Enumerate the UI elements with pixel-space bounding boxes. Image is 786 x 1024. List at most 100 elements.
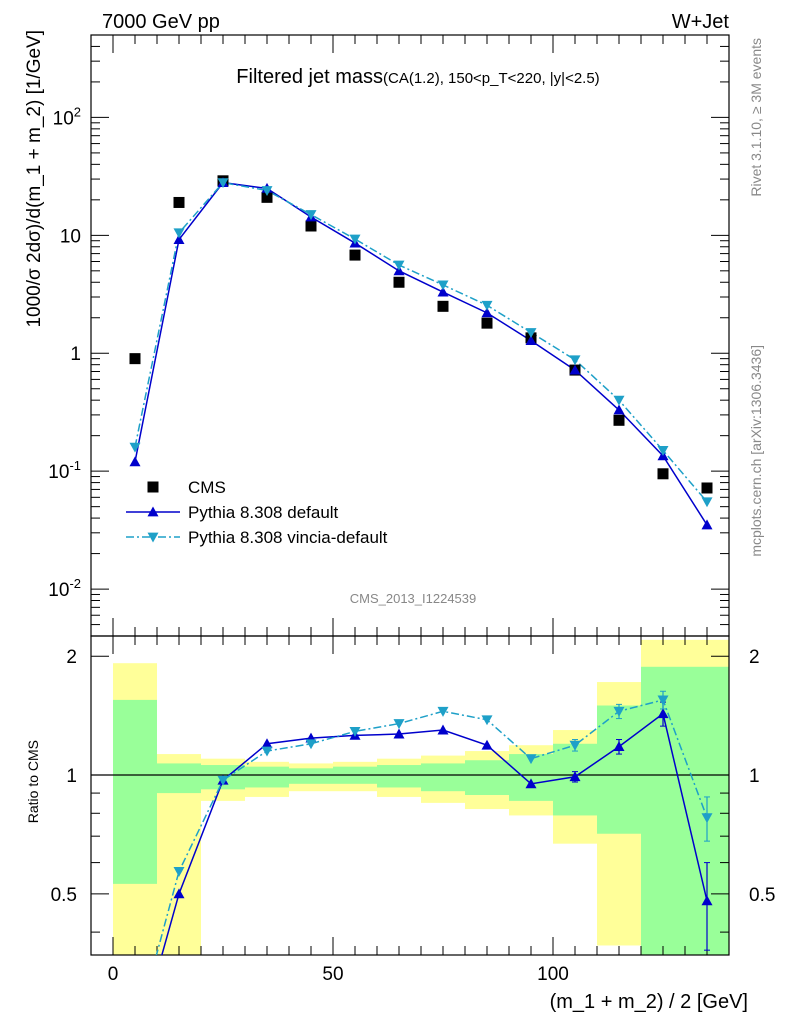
- ratio-point-vincia: [261, 746, 273, 757]
- main-y-ticks: [91, 34, 729, 637]
- data-point-cms: [305, 220, 317, 232]
- ratio-point-vincia: [349, 726, 361, 737]
- ratio-point-default: [437, 724, 449, 735]
- ratio-y-ticks: 0.5 0.5 1 1 2 2: [51, 647, 775, 933]
- data-point-default: [129, 456, 141, 467]
- ratio-point-vincia: [305, 739, 317, 750]
- band-green: [289, 768, 333, 784]
- x-tick-label: 50: [322, 964, 343, 985]
- band-green: [465, 760, 509, 796]
- chart-title-sub: (CA(1.2), 150<p_T<220, |y|<2.5): [383, 70, 600, 87]
- data-point-cms: [657, 468, 669, 480]
- x-tick-label: 0: [108, 964, 119, 985]
- band-green: [245, 766, 289, 788]
- y-tick-label: 10-2: [48, 576, 81, 601]
- ratio-y-tick-label-right: 2: [749, 647, 760, 668]
- ratio-point-default: [481, 739, 493, 750]
- data-point-vincia: [657, 445, 669, 456]
- y-tick-label: 102: [53, 104, 81, 129]
- data-point-cms: [173, 196, 185, 208]
- main-series: [129, 175, 713, 530]
- ratio-y-tick-label-right: 0.5: [749, 885, 775, 906]
- data-point-vincia: [481, 300, 493, 311]
- data-point-vincia: [569, 355, 581, 366]
- y-tick-label-base: 10: [53, 108, 74, 129]
- data-point-vincia: [437, 280, 449, 291]
- y-tick-label: 1: [70, 344, 81, 365]
- y-tick-label: 10-1: [48, 458, 81, 483]
- side-label-top: Rivet 3.1.10, ≥ 3M events: [748, 38, 764, 197]
- data-point-vincia: [173, 228, 185, 239]
- y-tick-label: 10: [60, 226, 81, 247]
- band-green: [377, 765, 421, 788]
- main-y-axis-label: 1000/σ 2dσ)/d(m_1 + m_2) [1/GeV]: [24, 30, 45, 328]
- ratio-point-vincia: [525, 754, 537, 765]
- ratio-y-axis-label: Ratio to CMS: [25, 740, 41, 823]
- ratio-point-vincia: [173, 866, 185, 877]
- ratio-point-vincia: [657, 695, 669, 706]
- band-green: [597, 705, 641, 834]
- ratio-point-default: [261, 738, 273, 749]
- main-frame: [90, 34, 730, 637]
- band-green: [113, 699, 157, 884]
- data-point-default: [525, 335, 537, 346]
- data-point-vincia: [393, 260, 405, 271]
- ratio-point-default: [173, 888, 185, 899]
- data-point-cms: [261, 191, 273, 203]
- y-tick-label-base: 10: [48, 462, 69, 483]
- legend-entry: Pythia 8.308 default: [126, 503, 339, 522]
- x-ticks: 0 50 100: [90, 35, 730, 985]
- data-point-default: [701, 519, 713, 530]
- y-tick-label-exp: -1: [69, 458, 81, 473]
- y-tick-label-exp: -2: [69, 576, 81, 591]
- ratio-point-vincia: [613, 706, 625, 717]
- data-point-cms: [129, 353, 141, 365]
- band-green: [157, 763, 201, 794]
- side-label-bottom: mcplots.cern.ch [arXiv:1306.3436]: [748, 345, 764, 557]
- data-point-cms: [701, 482, 713, 494]
- data-point-vincia: [217, 178, 229, 189]
- header-left: 7000 GeV pp: [102, 11, 220, 33]
- ratio-point-vincia: [217, 775, 229, 786]
- ratio-y-tick-label: 0.5: [51, 885, 77, 906]
- chart-title: Filtered jet mass(CA(1.2), 150<p_T<220, …: [236, 66, 599, 88]
- data-point-vincia: [261, 186, 273, 197]
- ratio-line: [155, 698, 708, 955]
- series-line: [134, 181, 708, 526]
- data-point-cms: [349, 249, 361, 261]
- data-point-cms: [613, 414, 625, 426]
- legend-label: Pythia 8.308 default: [188, 503, 339, 522]
- ratio-point-default: [657, 708, 669, 719]
- ratio-y-tick-label: 1: [66, 766, 77, 787]
- ratio-y-tick-label: 2: [66, 647, 77, 668]
- watermark: CMS_2013_I1224539: [350, 591, 477, 606]
- series-line: [134, 181, 708, 503]
- legend-label: Pythia 8.308 vincia-default: [188, 528, 388, 547]
- data-point-vincia: [525, 328, 537, 338]
- ratio-frame: [90, 635, 730, 956]
- y-tick-label-exp: 2: [74, 104, 81, 119]
- legend-label: CMS: [188, 478, 226, 497]
- data-point-cms: [481, 317, 493, 329]
- data-point-default: [613, 404, 625, 415]
- data-point-default: [437, 286, 449, 297]
- data-point-vincia: [349, 234, 361, 245]
- ratio-point-vincia: [701, 813, 713, 824]
- data-point-cms: [437, 300, 449, 312]
- ratio-point-vincia: [481, 715, 493, 726]
- data-point-vincia: [701, 497, 713, 508]
- data-point-default: [569, 364, 581, 375]
- ratio-panel: 0 50 100 0.5 0.5 1 1 2 2: [51, 35, 775, 985]
- legend: CMS Pythia 8.308 default Pythia 8.308 vinc…: [126, 478, 388, 547]
- header-right: W+Jet: [672, 11, 730, 33]
- ratio-point-vincia: [393, 719, 405, 730]
- band-green: [641, 666, 729, 955]
- ratio-point-default: [569, 771, 581, 782]
- ratio-point-default: [525, 778, 537, 789]
- data-point-vincia: [305, 210, 317, 221]
- x-tick-label: 100: [537, 964, 569, 985]
- ratio-line: [161, 712, 708, 955]
- legend-marker-cms: [147, 481, 159, 493]
- ratio-point-default: [393, 728, 405, 739]
